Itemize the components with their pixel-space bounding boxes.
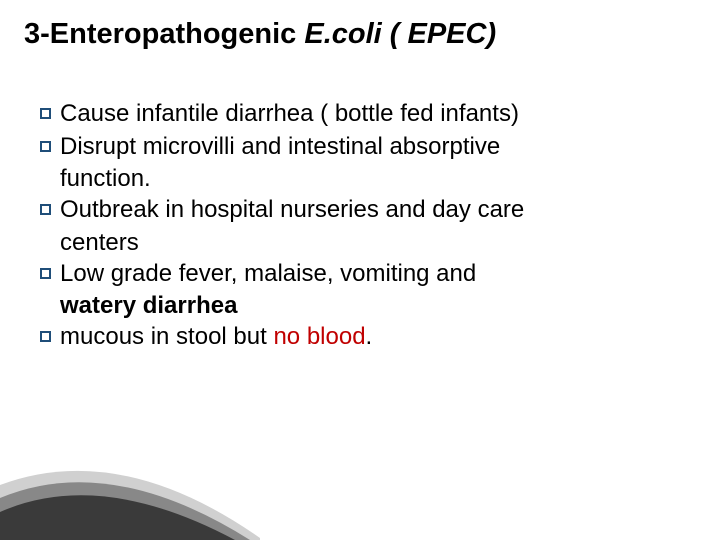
- list-item: Low grade fever, malaise, vomiting and: [40, 259, 670, 290]
- bullet-text-part: mucous in stool but: [60, 323, 273, 350]
- bullet-icon: [40, 204, 51, 215]
- bullet-text: Cause infantile diarrhea ( bottle fed in…: [60, 99, 519, 130]
- decorative-swoosh: [0, 430, 260, 540]
- list-item: Outbreak in hospital nurseries and day c…: [40, 195, 670, 226]
- bullet-icon: [40, 331, 51, 342]
- bullet-text: Low grade fever, malaise, vomiting and: [60, 259, 476, 290]
- bullet-text-part: .: [366, 323, 373, 350]
- slide-title: 3-Enteropathogenic E.coli ( EPEC): [0, 0, 720, 51]
- title-prefix: 3-Enteropathogenic: [24, 18, 304, 50]
- slide-content: Cause infantile diarrhea ( bottle fed in…: [0, 51, 720, 353]
- bullet-icon: [40, 141, 51, 152]
- list-item: Disrupt microvilli and intestinal absorp…: [40, 132, 670, 163]
- bullet-icon: [40, 108, 51, 119]
- bullet-continuation: watery diarrhea: [40, 291, 670, 322]
- bullet-continuation: centers: [40, 228, 670, 259]
- bullet-text-red: no blood: [273, 323, 365, 350]
- list-item: mucous in stool but no blood.: [40, 322, 670, 353]
- bullet-continuation: function.: [40, 164, 670, 195]
- bullet-text: Outbreak in hospital nurseries and day c…: [60, 195, 524, 226]
- title-italic: E.coli ( EPEC): [304, 18, 496, 50]
- list-item: Cause infantile diarrhea ( bottle fed in…: [40, 99, 670, 130]
- bullet-text: mucous in stool but no blood.: [60, 322, 372, 353]
- bullet-icon: [40, 268, 51, 279]
- bullet-text: Disrupt microvilli and intestinal absorp…: [60, 132, 500, 163]
